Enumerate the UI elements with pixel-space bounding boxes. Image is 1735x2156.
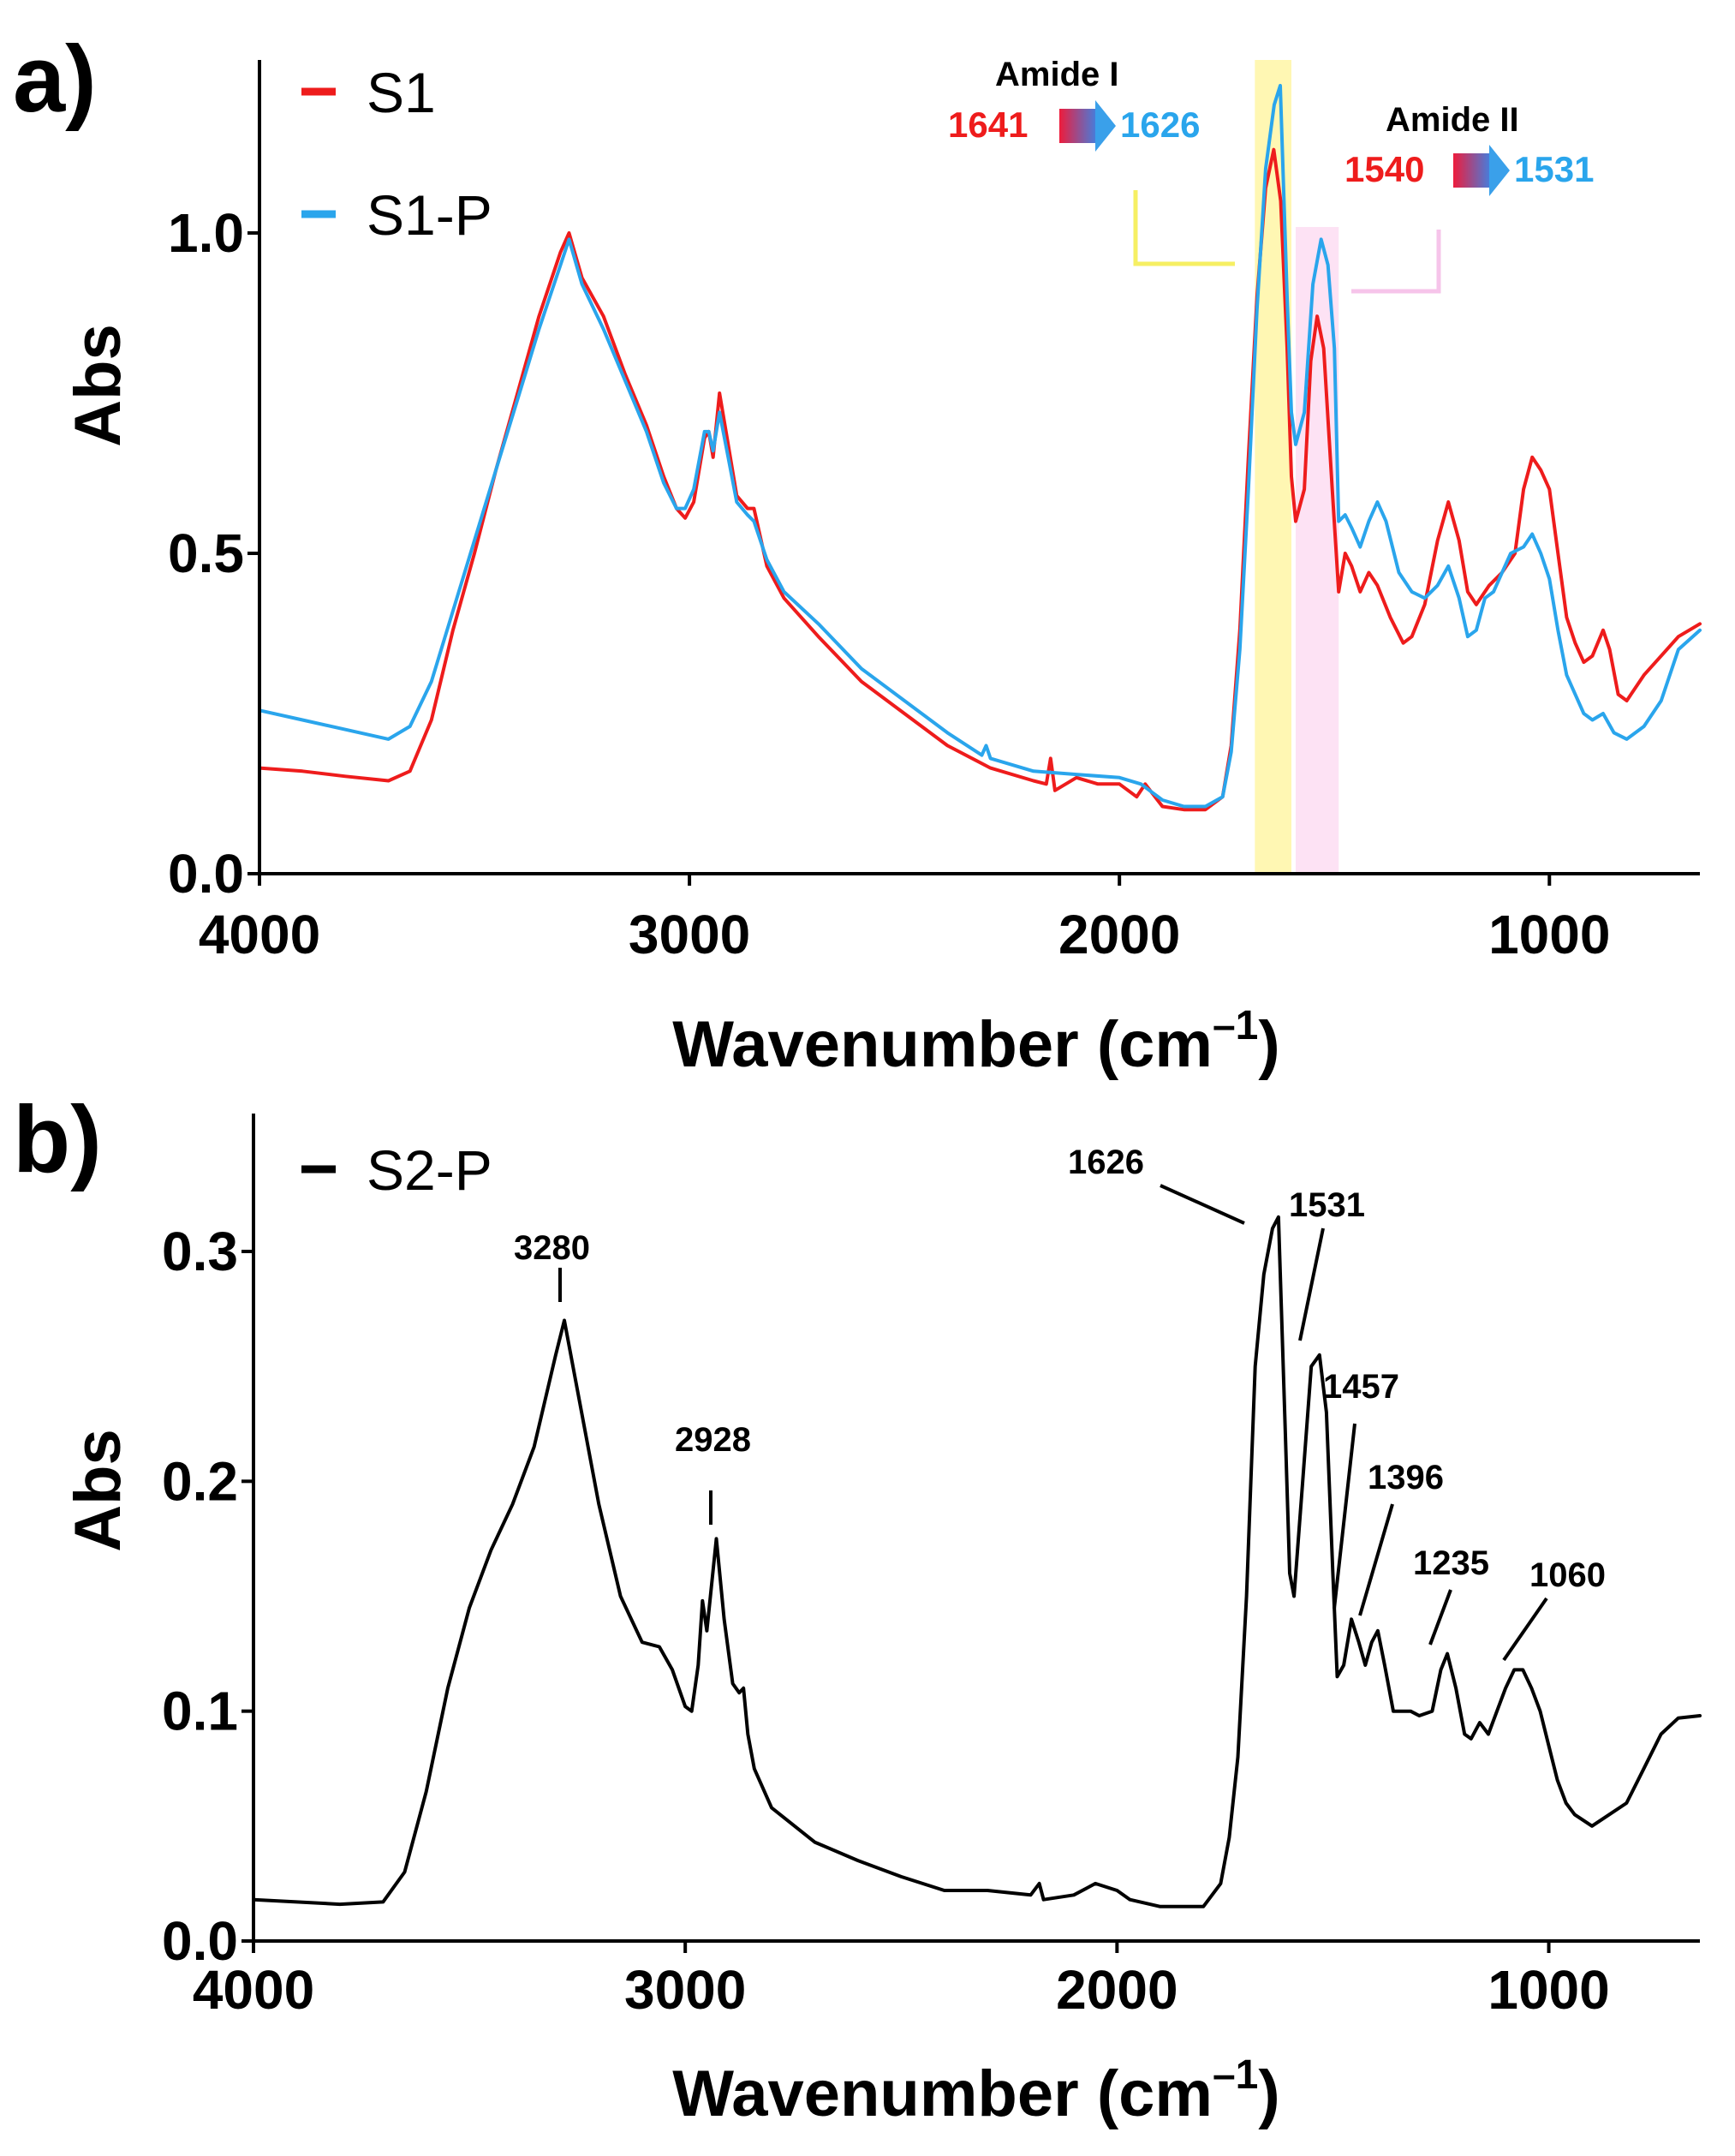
peak-label-3280: 3280 xyxy=(514,1229,590,1267)
panel-b-ytick-label: 0.2 xyxy=(162,1450,238,1512)
panel-b-y-axis-label: Abs xyxy=(62,1429,134,1552)
series-line-s1 xyxy=(258,147,1702,812)
peak-label-1396: 1396 xyxy=(1368,1459,1444,1496)
panel-a-ytick-label: 1.0 xyxy=(168,202,244,264)
peak-label-1060: 1060 xyxy=(1529,1556,1606,1594)
panel-a-ytick-label: 0.5 xyxy=(168,523,244,584)
peak-label-2928: 2928 xyxy=(675,1421,751,1459)
amide-ii-band xyxy=(1296,227,1339,874)
panel-a-ytick-label: 0.0 xyxy=(168,843,244,905)
peak-label-1235: 1235 xyxy=(1413,1544,1489,1582)
amide-i-title: Amide I xyxy=(995,56,1118,93)
panel-a-xtick-label: 4000 xyxy=(199,904,320,965)
amide-i-bracket xyxy=(1133,190,1235,266)
amide-i-arrow-shaft xyxy=(1059,109,1095,143)
panel-b: b) 4000 3000 2000 1000 0.0 0.1 0.2 0.3 A… xyxy=(13,1087,1702,2130)
series-line-s2-p xyxy=(252,1215,1702,1908)
panel-a-xtick-label: 3000 xyxy=(629,904,750,965)
panel-b-xtick-label: 3000 xyxy=(624,1959,746,2021)
peak-leader-1626 xyxy=(1160,1184,1245,1225)
panel-b-xtick-label: 4000 xyxy=(193,1959,314,2021)
peak-leader-1235 xyxy=(1428,1589,1452,1645)
amide-ii-title: Amide II xyxy=(1386,101,1519,139)
peak-label-1457: 1457 xyxy=(1323,1368,1399,1406)
amide-ii-arrow-shaft xyxy=(1453,153,1489,188)
legend-label-s2-p: S2-P xyxy=(367,1138,492,1202)
panel-b-xlabel-main: Wavenumber (cm xyxy=(672,2057,1213,2130)
amide-ii-to-value: 1531 xyxy=(1514,149,1594,189)
panel-b-series xyxy=(252,1215,1702,1908)
panel-b-xtick-label: 1000 xyxy=(1488,1959,1609,2021)
amide-ii-annotation: Amide II 1540 1531 xyxy=(1344,101,1594,196)
panel-b-legend: S2-P xyxy=(301,1138,492,1202)
panel-b-xtick-label: 2000 xyxy=(1056,1959,1178,2021)
panel-a-xlabel-close: ) xyxy=(1258,1008,1279,1081)
peak-label-1626: 1626 xyxy=(1068,1144,1144,1181)
panel-b-ytick-label: 0.1 xyxy=(162,1681,238,1742)
panel-a-series xyxy=(258,83,1702,812)
panel-a: a) 4000 3000 2000 1000 0.0 0.5 1.0 Abs W… xyxy=(13,27,1702,1081)
panel-a-ticks xyxy=(247,230,1552,886)
series-line-s1-p xyxy=(258,83,1702,809)
amide-ii-arrow-head xyxy=(1489,145,1510,196)
panel-b-letter: b) xyxy=(13,1087,102,1192)
amide-i-annotation: Amide I 1641 1626 xyxy=(948,56,1200,152)
amide-i-arrow-head xyxy=(1095,100,1116,152)
peak-leader-1531 xyxy=(1298,1227,1325,1341)
panel-a-xlabel-sup: –1 xyxy=(1213,1003,1258,1048)
panel-b-xlabel-sup: –1 xyxy=(1213,2052,1258,2098)
legend-label-s1: S1 xyxy=(367,61,436,124)
amide-ii-from-value: 1540 xyxy=(1344,149,1424,189)
panel-a-xtick-label: 1000 xyxy=(1488,904,1610,965)
panel-b-ticks xyxy=(241,1250,1551,1953)
peak-leader-1396 xyxy=(1358,1503,1394,1616)
amide-i-to-value: 1626 xyxy=(1120,105,1200,145)
panel-b-x-axis-label: Wavenumber (cm–1) xyxy=(672,2052,1279,2130)
panel-b-ytick-label: 0.0 xyxy=(162,1910,238,1972)
amide-i-band xyxy=(1255,60,1292,874)
panel-a-y-axis-label: Abs xyxy=(62,324,134,447)
panel-b-xlabel-close: ) xyxy=(1258,2057,1279,2130)
panel-a-xlabel-main: Wavenumber (cm xyxy=(672,1008,1213,1081)
peak-label-1531: 1531 xyxy=(1289,1186,1365,1224)
amide-ii-bracket xyxy=(1351,230,1441,294)
panel-b-peak-labels: 3280 2928 1626 1531 1457 1396 1235 1060 xyxy=(514,1144,1606,1662)
panel-b-ytick-label: 0.3 xyxy=(162,1221,238,1282)
panel-a-legend: S1 S1-P xyxy=(301,61,492,247)
panel-a-xtick-label: 2000 xyxy=(1058,904,1180,965)
amide-i-from-value: 1641 xyxy=(948,105,1028,145)
legend-label-s1-p: S1-P xyxy=(367,183,492,247)
panel-a-x-axis-label: Wavenumber (cm–1) xyxy=(672,1003,1279,1081)
peak-leader-1457 xyxy=(1333,1423,1356,1610)
panel-a-letter: a) xyxy=(13,27,97,132)
peak-leader-1060 xyxy=(1502,1597,1548,1662)
